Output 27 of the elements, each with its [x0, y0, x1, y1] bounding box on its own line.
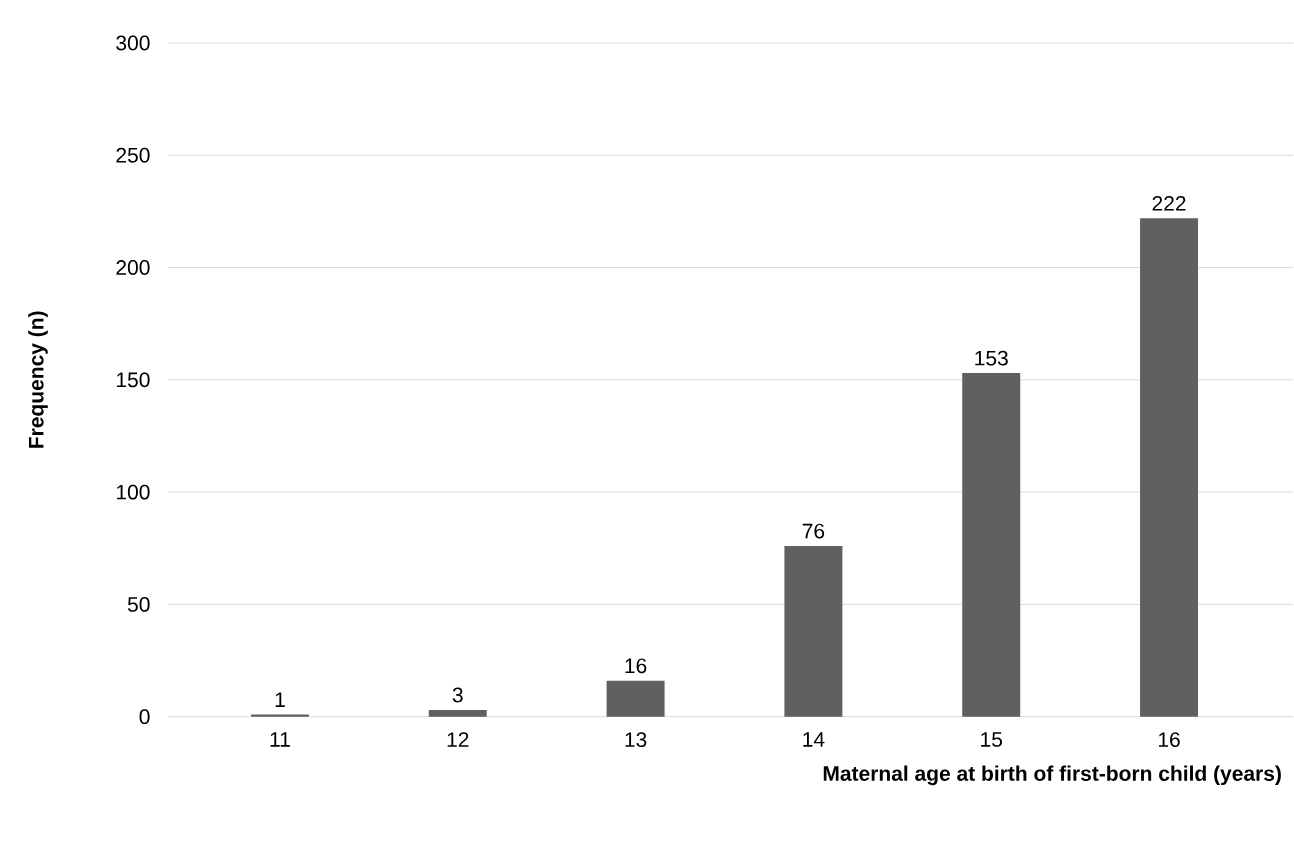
bar: [1140, 218, 1199, 717]
y-tick-label: 300: [116, 35, 150, 51]
data-label: 76: [802, 523, 825, 539]
x-axis-title: Maternal age at birth of first-born child (years): [823, 765, 1281, 786]
y-tick-label: 250: [116, 148, 150, 163]
x-tick-label: 15: [981, 732, 1003, 748]
x-tick-label: 14: [803, 732, 825, 747]
y-tick-label: 100: [116, 484, 150, 500]
data-label: 153: [975, 350, 1008, 366]
x-tick-label: 16: [1158, 732, 1180, 748]
y-axis-title: Frequency (n): [28, 311, 48, 448]
y-tick-label: 50: [127, 597, 150, 613]
bar: [962, 373, 1021, 717]
data-label: 222: [1152, 196, 1186, 211]
y-tick-label: 0: [139, 709, 150, 725]
x-tick-label: 13: [625, 732, 647, 748]
x-tick-label: 12: [447, 732, 469, 748]
data-label: 16: [625, 658, 647, 674]
bar: [606, 680, 665, 717]
bar: [784, 546, 843, 717]
x-tick-label: 11: [270, 732, 290, 747]
y-tick-label: 150: [116, 372, 150, 388]
y-tick-label: 200: [116, 260, 150, 276]
bar: [250, 714, 309, 717]
data-label: 3: [452, 687, 463, 703]
bar: [428, 710, 487, 717]
data-label: 1: [275, 692, 285, 708]
